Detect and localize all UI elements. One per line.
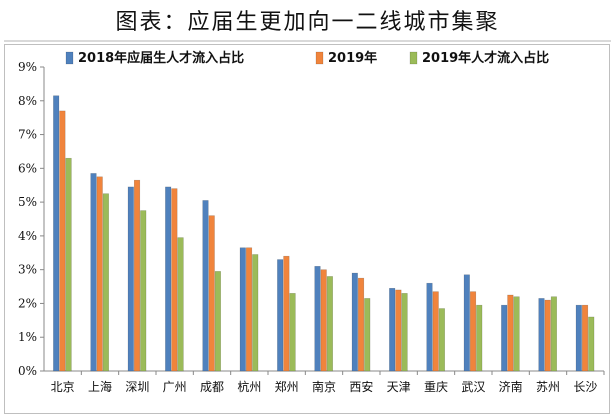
bar	[351, 272, 358, 372]
bar	[395, 289, 402, 372]
y-tick-label: 1%	[18, 330, 37, 344]
y-tick-label: 3%	[18, 263, 37, 277]
bar	[102, 193, 109, 372]
x-tick-label: 济南	[499, 379, 523, 394]
title-divider	[4, 40, 611, 42]
x-tick-label: 杭州	[237, 379, 261, 394]
x-tick-label: 长沙	[573, 380, 597, 394]
bar	[65, 157, 72, 372]
bar	[550, 296, 557, 372]
bar	[239, 247, 246, 372]
bar	[501, 304, 508, 372]
bar	[326, 276, 333, 372]
bar	[53, 95, 60, 372]
bar	[507, 294, 514, 372]
chart-frame	[4, 44, 610, 414]
bar	[401, 293, 408, 372]
bar	[476, 304, 483, 372]
bar	[208, 215, 215, 372]
bar	[214, 271, 221, 372]
x-tick-label: 广州	[163, 380, 187, 394]
bar	[544, 299, 551, 372]
legend-label: 2018年应届生人才流入占比	[78, 50, 244, 66]
bar	[538, 298, 545, 372]
bar	[202, 200, 209, 372]
x-tick-label: 深圳	[125, 380, 149, 394]
bar	[314, 266, 321, 372]
bar	[283, 255, 290, 372]
legend-swatch	[315, 51, 324, 65]
y-tick-label: 7%	[18, 128, 37, 142]
bar	[588, 316, 595, 372]
y-tick-label: 0%	[18, 364, 37, 378]
x-tick-label: 西安	[349, 379, 373, 394]
bar	[177, 237, 184, 372]
x-tick-label: 重庆	[424, 380, 448, 394]
y-tick-label: 4%	[18, 229, 37, 243]
y-tick-label: 8%	[18, 94, 37, 108]
legend-swatch	[65, 51, 74, 65]
x-tick-label: 北京	[51, 380, 75, 394]
x-tick-label: 成都	[200, 380, 224, 394]
x-tick-label: 苏州	[536, 380, 560, 394]
legend-label: 2019年人才流入占比	[422, 50, 549, 66]
bar	[90, 173, 97, 372]
bar	[389, 287, 396, 372]
bar	[432, 291, 439, 372]
bar	[513, 296, 520, 372]
bar	[469, 291, 477, 372]
bar	[165, 186, 172, 372]
bar	[289, 293, 296, 372]
y-tick-label: 9%	[18, 60, 37, 74]
bar	[140, 210, 147, 372]
legend-label: 2019年	[328, 50, 377, 66]
bar	[127, 186, 134, 372]
bar	[133, 179, 141, 372]
bar	[438, 308, 445, 372]
y-tick-label: 6%	[18, 161, 37, 175]
x-tick-label: 南京	[312, 379, 336, 394]
y-tick-label: 5%	[18, 195, 37, 209]
legend-swatch	[409, 51, 418, 65]
bar	[575, 304, 582, 372]
bar	[96, 176, 103, 372]
bar	[426, 282, 433, 372]
x-tick-label: 郑州	[275, 379, 299, 394]
bar	[463, 274, 470, 372]
bar	[364, 298, 371, 372]
bar	[252, 254, 259, 372]
x-tick-label: 天津	[387, 380, 411, 394]
y-tick-label: 2%	[18, 296, 37, 310]
bar	[171, 188, 178, 372]
bar	[59, 110, 66, 372]
x-tick-label: 上海	[88, 379, 112, 394]
bar	[320, 269, 327, 372]
bar	[581, 304, 589, 372]
bar	[245, 247, 253, 372]
bar	[357, 277, 365, 372]
x-tick-label: 武汉	[461, 380, 485, 394]
chart-title: 图表：应届生更加向一二线城市集聚	[115, 10, 500, 35]
bar	[277, 259, 284, 372]
